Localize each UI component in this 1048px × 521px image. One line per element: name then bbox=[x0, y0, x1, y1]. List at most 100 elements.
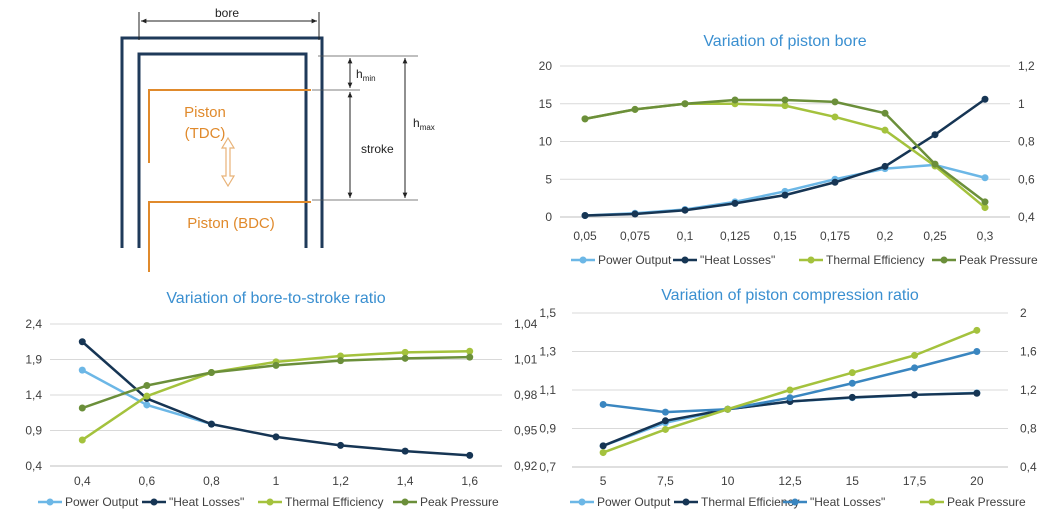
y2-tick-label: 1,2 bbox=[1018, 59, 1035, 73]
data-point bbox=[911, 364, 918, 371]
charts-layer: Variation of piston bore051015200,40,60,… bbox=[25, 33, 1038, 509]
data-point bbox=[782, 192, 789, 199]
x-tick-label: 17,5 bbox=[903, 474, 927, 488]
y2-tick-label: 1,2 bbox=[1020, 383, 1037, 397]
data-point bbox=[208, 369, 215, 376]
legend-swatch-marker bbox=[151, 499, 158, 506]
data-point bbox=[600, 449, 607, 456]
legend-label: "Heat Losses" bbox=[700, 253, 775, 267]
x-tick-label: 0,2 bbox=[877, 229, 894, 243]
legend-label: Thermal Efficiency bbox=[285, 495, 383, 509]
y2-tick-label: 1,01 bbox=[514, 353, 538, 367]
legend-swatch-marker bbox=[402, 499, 409, 506]
y-tick-label: 15 bbox=[539, 97, 553, 111]
data-point bbox=[402, 448, 409, 455]
data-point bbox=[973, 390, 980, 397]
x-tick-label: 0,125 bbox=[720, 229, 750, 243]
x-tick-label: 10 bbox=[721, 474, 735, 488]
data-point bbox=[832, 98, 839, 105]
legend-swatch-marker bbox=[580, 257, 587, 264]
legend-item: Peak Pressure bbox=[920, 495, 1026, 509]
data-point bbox=[982, 198, 989, 205]
data-point bbox=[787, 387, 794, 394]
y2-tick-label: 0,8 bbox=[1020, 422, 1037, 436]
legend-label: Peak Pressure bbox=[959, 253, 1038, 267]
chart-title: Variation of piston bore bbox=[703, 33, 866, 50]
data-point bbox=[782, 96, 789, 103]
x-tick-label: 12,5 bbox=[778, 474, 802, 488]
data-point bbox=[849, 380, 856, 387]
legend-label: Power Output bbox=[597, 495, 671, 509]
x-tick-label: 1,4 bbox=[397, 474, 414, 488]
y-tick-label: 10 bbox=[539, 135, 553, 149]
data-point bbox=[662, 426, 669, 433]
series-4 bbox=[600, 327, 981, 456]
chart-title: Variation of bore-to-stroke ratio bbox=[166, 290, 385, 307]
x-tick-label: 0,6 bbox=[139, 474, 156, 488]
y-tick-label: 0,7 bbox=[539, 460, 556, 474]
y-tick-label: 0,4 bbox=[25, 459, 42, 473]
y2-tick-label: 0,95 bbox=[514, 424, 538, 438]
data-point bbox=[143, 401, 150, 408]
y2-tick-label: 0,98 bbox=[514, 388, 538, 402]
legend-item: Power Output bbox=[571, 253, 672, 267]
legend-item: "Heat Losses" bbox=[142, 495, 244, 509]
data-point bbox=[882, 110, 889, 117]
legend-swatch-marker bbox=[792, 499, 799, 506]
data-point bbox=[337, 442, 344, 449]
y2-tick-label: 0,4 bbox=[1020, 460, 1037, 474]
x-tick-label: 1 bbox=[273, 474, 280, 488]
legend-label: "Heat Losses" bbox=[810, 495, 885, 509]
data-point bbox=[208, 421, 215, 428]
data-point bbox=[732, 200, 739, 207]
x-tick-label: 7,5 bbox=[657, 474, 674, 488]
data-point bbox=[402, 355, 409, 362]
legend-label: Peak Pressure bbox=[947, 495, 1026, 509]
data-point bbox=[932, 161, 939, 168]
data-point bbox=[582, 212, 589, 219]
y-tick-label: 0,9 bbox=[25, 424, 42, 438]
y-tick-label: 0,9 bbox=[539, 422, 556, 436]
x-tick-label: 1,2 bbox=[332, 474, 349, 488]
data-point bbox=[787, 394, 794, 401]
legend-item: Thermal Efficiency bbox=[674, 495, 799, 509]
x-tick-label: 0,4 bbox=[74, 474, 91, 488]
legend-item: Thermal Efficiency bbox=[799, 253, 924, 267]
legend-item: Peak Pressure bbox=[393, 495, 499, 509]
data-point bbox=[79, 338, 86, 345]
x-tick-label: 5 bbox=[600, 474, 607, 488]
data-point bbox=[466, 354, 473, 361]
x-tick-label: 0,175 bbox=[820, 229, 850, 243]
legend-label: Thermal Efficiency bbox=[826, 253, 924, 267]
data-point bbox=[600, 442, 607, 449]
y2-tick-label: 0,8 bbox=[1018, 135, 1035, 149]
y-tick-label: 5 bbox=[545, 172, 552, 186]
data-point bbox=[849, 394, 856, 401]
data-point bbox=[143, 382, 150, 389]
cylinder-diagram: bore hmin stroke hmax Piston (TDC) Pisto… bbox=[122, 6, 435, 272]
data-point bbox=[832, 179, 839, 186]
y-tick-label: 2,4 bbox=[25, 317, 42, 331]
chart-2: Variation of bore-to-stroke ratio 0,4 0,9 1… bbox=[25, 290, 537, 509]
series-1 bbox=[582, 161, 989, 219]
y-tick-label: 1,3 bbox=[539, 345, 556, 359]
piston-tdc-label-line2: (TDC) bbox=[185, 125, 226, 142]
data-point bbox=[79, 405, 86, 412]
legend-label: Power Output bbox=[65, 495, 139, 509]
x-tick-label: 0,05 bbox=[573, 229, 597, 243]
data-point bbox=[337, 357, 344, 364]
series-3 bbox=[600, 348, 981, 416]
legend-swatch-marker bbox=[929, 499, 936, 506]
data-point bbox=[932, 131, 939, 138]
x-tick-label: 0,075 bbox=[620, 229, 650, 243]
y2-tick-label: 1,6 bbox=[1020, 345, 1037, 359]
y2-tick-label: 0,6 bbox=[1018, 172, 1035, 186]
y-tick-label: 20 bbox=[539, 59, 553, 73]
y2-tick-label: 0,4 bbox=[1018, 210, 1035, 224]
y-tick-label: 1,1 bbox=[539, 383, 556, 397]
data-point bbox=[632, 210, 639, 217]
data-point bbox=[882, 127, 889, 134]
data-point bbox=[79, 436, 86, 443]
data-point bbox=[143, 393, 150, 400]
